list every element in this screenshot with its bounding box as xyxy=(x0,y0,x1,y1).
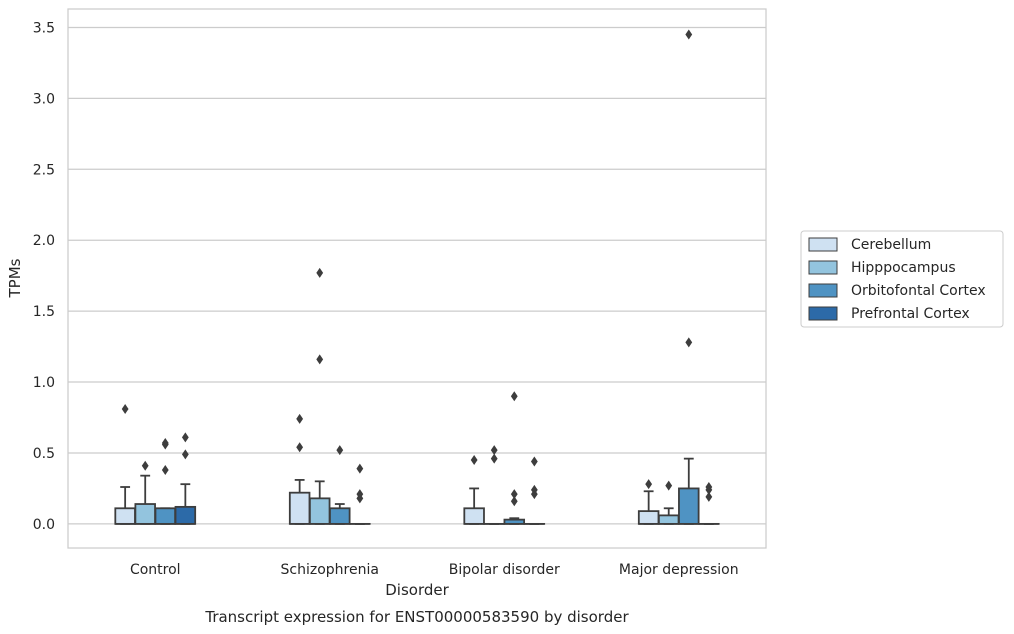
box-body xyxy=(288,491,311,525)
y-tick-label: 2.0 xyxy=(33,233,55,249)
box-prefrontal-cortex xyxy=(523,456,546,525)
outlier-point xyxy=(665,480,673,491)
outlier-point xyxy=(470,455,478,466)
outlier-point xyxy=(510,489,518,500)
box-cerebellum xyxy=(463,455,485,525)
box-body xyxy=(657,514,680,525)
x-tick-label: Bipolar disorder xyxy=(449,562,560,578)
y-tick-label: 3.0 xyxy=(33,91,55,107)
outlier-point xyxy=(161,438,169,449)
box-cerebellum xyxy=(288,413,311,525)
legend-label: Cerebellum xyxy=(851,237,931,253)
outlier-point xyxy=(296,442,304,453)
legend: Cerebellum Hipppocampus Orbitofontal Corte… xyxy=(800,230,1004,328)
box-body xyxy=(114,507,136,525)
box-cerebellum xyxy=(114,403,136,525)
outlier-point xyxy=(336,445,344,456)
legend-frame xyxy=(800,230,1004,328)
box-body xyxy=(134,503,156,525)
outlier-point xyxy=(490,445,498,456)
outlier-point xyxy=(316,267,324,278)
legend-swatch xyxy=(808,283,838,298)
x-tick-labels: Control Schizophrenia Bipolar disorder Majo… xyxy=(130,562,739,578)
box-hipppocampus xyxy=(483,445,505,525)
box-prefrontal-cortex xyxy=(349,463,371,525)
outlier-point xyxy=(181,432,189,443)
box-body xyxy=(329,507,351,525)
box-hipppocampus xyxy=(134,460,156,525)
x-tick-label: Control xyxy=(130,562,181,578)
legend-label: Orbitofontal Cortex xyxy=(851,283,986,299)
outlier-point xyxy=(181,449,189,460)
y-axis-title: TPMs xyxy=(6,258,24,298)
outlier-point xyxy=(490,453,498,464)
box-hipppocampus xyxy=(308,267,331,525)
box-body xyxy=(637,510,660,525)
box-hipppocampus xyxy=(657,480,680,525)
grid-lines xyxy=(68,26,766,525)
outlier-point xyxy=(530,456,538,467)
y-tick-label: 2.5 xyxy=(33,162,55,178)
outlier-point xyxy=(356,463,364,474)
x-tick-label: Major depression xyxy=(619,562,739,578)
outlier-point xyxy=(645,479,653,490)
legend-swatch xyxy=(808,306,838,321)
y-tick-label: 0.0 xyxy=(33,517,55,533)
outlier-point xyxy=(356,489,364,500)
box-prefrontal-cortex xyxy=(174,432,197,525)
x-tick-label: Schizophrenia xyxy=(281,562,379,578)
box-body xyxy=(154,507,177,525)
chart-caption: Transcript expression for ENST0000058359… xyxy=(204,608,629,626)
y-tick-labels: 0.0 0.5 1.0 1.5 2.0 2.5 3.0 3.5 xyxy=(33,20,55,532)
y-tick-label: 0.5 xyxy=(33,446,55,462)
outlier-point xyxy=(705,491,713,502)
outlier-point xyxy=(141,460,149,471)
box-body xyxy=(174,505,197,525)
box-orbitofontal-cortex xyxy=(154,438,177,525)
outlier-point xyxy=(705,482,713,493)
box-orbitofontal-cortex xyxy=(678,29,700,525)
y-tick-label: 1.0 xyxy=(33,375,55,391)
box-prefrontal-cortex xyxy=(698,482,720,525)
outlier-point xyxy=(685,337,693,348)
box-marks xyxy=(114,29,720,525)
legend-label: Hipppocampus xyxy=(851,260,956,276)
box-orbitofontal-cortex xyxy=(329,445,351,525)
outlier-point xyxy=(510,496,518,507)
y-tick-label: 1.5 xyxy=(33,304,55,320)
y-tick-label: 3.5 xyxy=(33,20,55,36)
legend-swatch xyxy=(808,260,838,275)
outlier-point xyxy=(296,413,304,424)
outlier-point xyxy=(510,391,518,402)
x-axis-title: Disorder xyxy=(385,581,449,599)
box-orbitofontal-cortex xyxy=(503,391,526,525)
outlier-point xyxy=(121,403,129,414)
outlier-point xyxy=(685,29,693,40)
box-cerebellum xyxy=(637,479,660,525)
box-body xyxy=(463,507,485,525)
outlier-point xyxy=(316,354,324,365)
legend-label: Prefrontal Cortex xyxy=(851,306,970,322)
plot-frame xyxy=(67,8,767,549)
box-body xyxy=(678,487,700,525)
outlier-point xyxy=(161,464,169,475)
legend-swatch xyxy=(808,237,838,252)
box-body xyxy=(308,497,331,525)
outlier-point xyxy=(530,484,538,495)
